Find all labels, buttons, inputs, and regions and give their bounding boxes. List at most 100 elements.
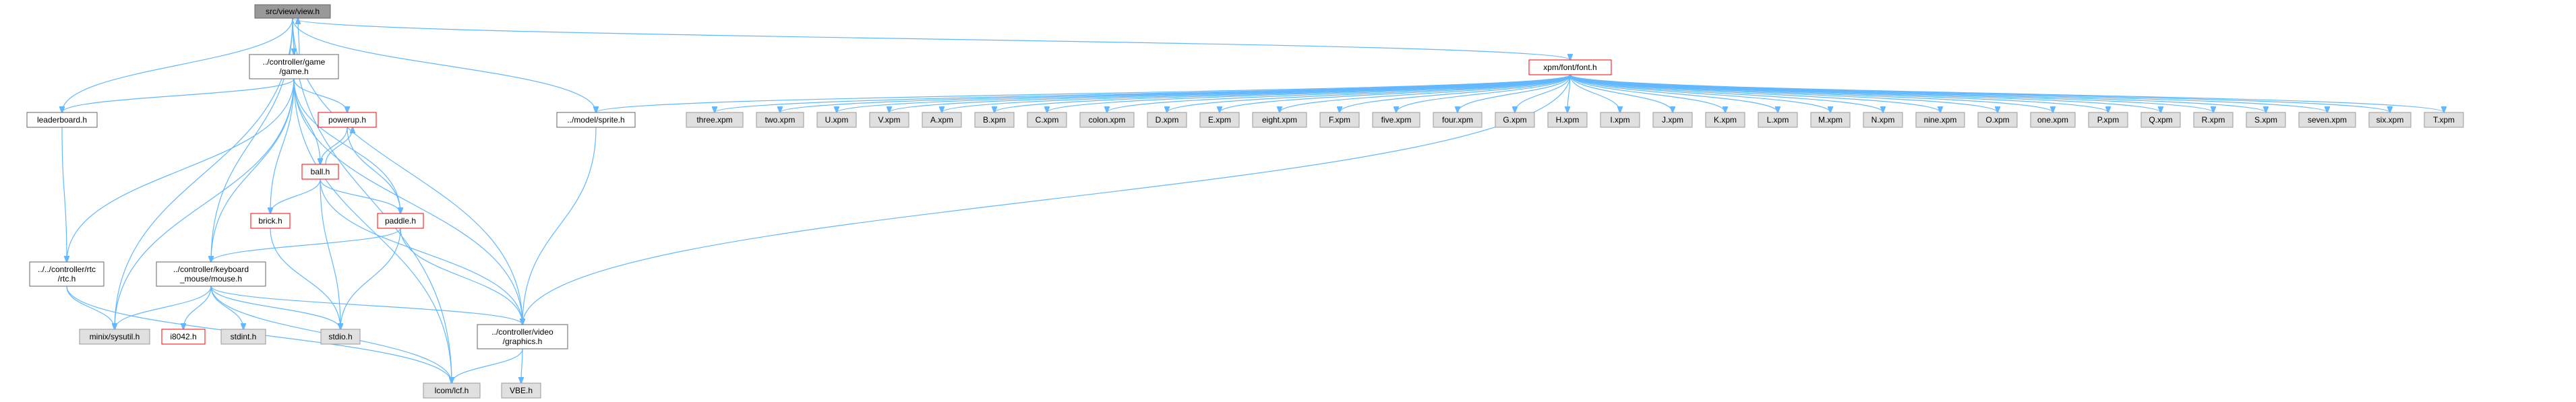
edge-powerup-to-ball [320,127,348,164]
node-x_S[interactable]: S.xpm [2246,112,2286,128]
node-x_P-box [2088,112,2128,128]
node-x_T[interactable]: T.xpm [2424,112,2464,128]
node-sysutil[interactable]: minix/sysutil.h [79,329,150,345]
node-font[interactable]: xpm/font/font.h [1528,59,1612,75]
node-x_U[interactable]: U.xpm [816,112,857,128]
node-sprite[interactable]: ../model/sprite.h [556,112,636,128]
node-x_two[interactable]: two.xpm [756,112,804,128]
node-rtc[interactable]: ../../controller/rtc/rtc.h [29,261,104,287]
node-x_eight[interactable]: eight.xpm [1252,112,1307,128]
node-x_E[interactable]: E.xpm [1199,112,1240,128]
node-x_C[interactable]: C.xpm [1027,112,1067,128]
edge-font-to-x_four [1458,74,1571,112]
node-x_V[interactable]: V.xpm [869,112,909,128]
node-x_P-label: P.xpm [2097,115,2119,125]
edge-game-to-brick [270,78,295,213]
node-stdint[interactable]: stdint.h [220,329,266,345]
node-x_one-label: one.xpm [2037,115,2068,125]
node-x_N[interactable]: N.xpm [1863,112,1903,128]
node-x_J[interactable]: J.xpm [1652,112,1693,128]
node-lcom[interactable]: lcom/lcf.h [423,382,481,399]
node-mouse-box [156,261,266,287]
node-x_four[interactable]: four.xpm [1433,112,1482,128]
node-brick-label: brick.h [258,216,282,226]
node-x_D[interactable]: D.xpm [1147,112,1187,128]
node-x_M[interactable]: M.xpm [1810,112,1851,128]
edge-font-to-x_one [1569,74,2053,112]
node-x_D-label: D.xpm [1156,115,1179,125]
node-x_M-box [1810,112,1851,128]
edge-font-to-x_F [1340,74,1571,112]
edge-game-to-ball [293,78,320,164]
edge-mouse-to-sysutil [115,286,212,329]
node-ball[interactable]: ball.h [301,164,339,180]
edge-sprite-to-graphics [522,127,597,325]
edge-view-to-font [292,18,1570,60]
node-mouse-label: _mouse/mouse.h [179,274,242,283]
node-x_I-box [1600,112,1640,128]
edge-graphics-to-vbe [521,348,522,383]
node-x_G[interactable]: G.xpm [1495,112,1535,128]
node-brick[interactable]: brick.h [250,213,291,229]
node-rtc-box [29,261,104,287]
node-graphics[interactable]: ../controller/video/graphics.h [477,324,568,349]
node-ball-label: ball.h [311,167,330,176]
node-powerup-box [318,112,377,128]
node-x_seven-box [2298,112,2356,128]
node-graphics-box [477,324,568,349]
node-i8042[interactable]: i8042.h [161,329,206,345]
node-view-box [254,4,331,19]
node-leaderboard[interactable]: leaderboard.h [26,112,98,128]
edge-font-to-x_three [715,74,1571,112]
node-stdint-label: stdint.h [231,332,257,341]
edge-ball-to-brick [270,178,321,213]
node-x_P[interactable]: P.xpm [2088,112,2128,128]
node-x_R[interactable]: R.xpm [2193,112,2234,128]
node-x_I[interactable]: I.xpm [1600,112,1640,128]
node-x_Q-box [2140,112,2181,128]
node-stdio-box [320,329,361,345]
node-mouse[interactable]: ../controller/keyboard_mouse/mouse.h [156,261,266,287]
node-view[interactable]: src/view/view.h [254,4,331,19]
node-x_Q[interactable]: Q.xpm [2140,112,2181,128]
node-x_S-label: S.xpm [2254,115,2277,125]
node-x_J-label: J.xpm [1662,115,1683,125]
edge-font-to-x_seven [1569,74,2327,112]
node-font-label: xpm/font/font.h [1543,63,1596,72]
edge-font-to-x_I [1569,74,1620,112]
node-x_nine[interactable]: nine.xpm [1915,112,1965,128]
node-x_one[interactable]: one.xpm [2030,112,2076,128]
node-x_U-box [816,112,857,128]
node-x_H[interactable]: H.xpm [1547,112,1588,128]
node-x_five[interactable]: five.xpm [1372,112,1420,128]
node-x_L[interactable]: L.xpm [1758,112,1798,128]
edge-game-to-mouse [211,78,295,262]
node-sprite-label: ../model/sprite.h [567,115,624,125]
node-x_four-box [1433,112,1482,128]
node-x_F[interactable]: F.xpm [1319,112,1360,128]
node-x_T-label: T.xpm [2433,115,2455,125]
edge-game-to-sysutil [115,78,295,329]
node-stdio[interactable]: stdio.h [320,329,361,345]
node-x_A[interactable]: A.xpm [922,112,962,128]
node-x_three[interactable]: three.xpm [686,112,744,128]
node-x_K[interactable]: K.xpm [1705,112,1745,128]
node-game[interactable]: ../controller/game/game.h [249,54,339,79]
node-x_N-box [1863,112,1903,128]
edge-font-to-x_U [837,74,1571,112]
node-x_six[interactable]: six.xpm [2368,112,2412,128]
edge-font-to-x_nine [1569,74,1940,112]
node-x_O[interactable]: O.xpm [1977,112,2018,128]
node-game-label: ../controller/game [263,57,326,67]
node-x_colon[interactable]: colon.xpm [1079,112,1135,128]
node-vbe[interactable]: VBE.h [501,382,541,399]
edge-font-to-x_Q [1569,74,2161,112]
node-powerup[interactable]: powerup.h [318,112,377,128]
node-stdint-box [220,329,266,345]
node-rtc-label: ../../controller/rtc [38,265,96,274]
node-x_seven[interactable]: seven.xpm [2298,112,2356,128]
node-x_B[interactable]: B.xpm [974,112,1015,128]
node-paddle[interactable]: paddle.h [377,213,424,229]
node-x_A-box [922,112,962,128]
